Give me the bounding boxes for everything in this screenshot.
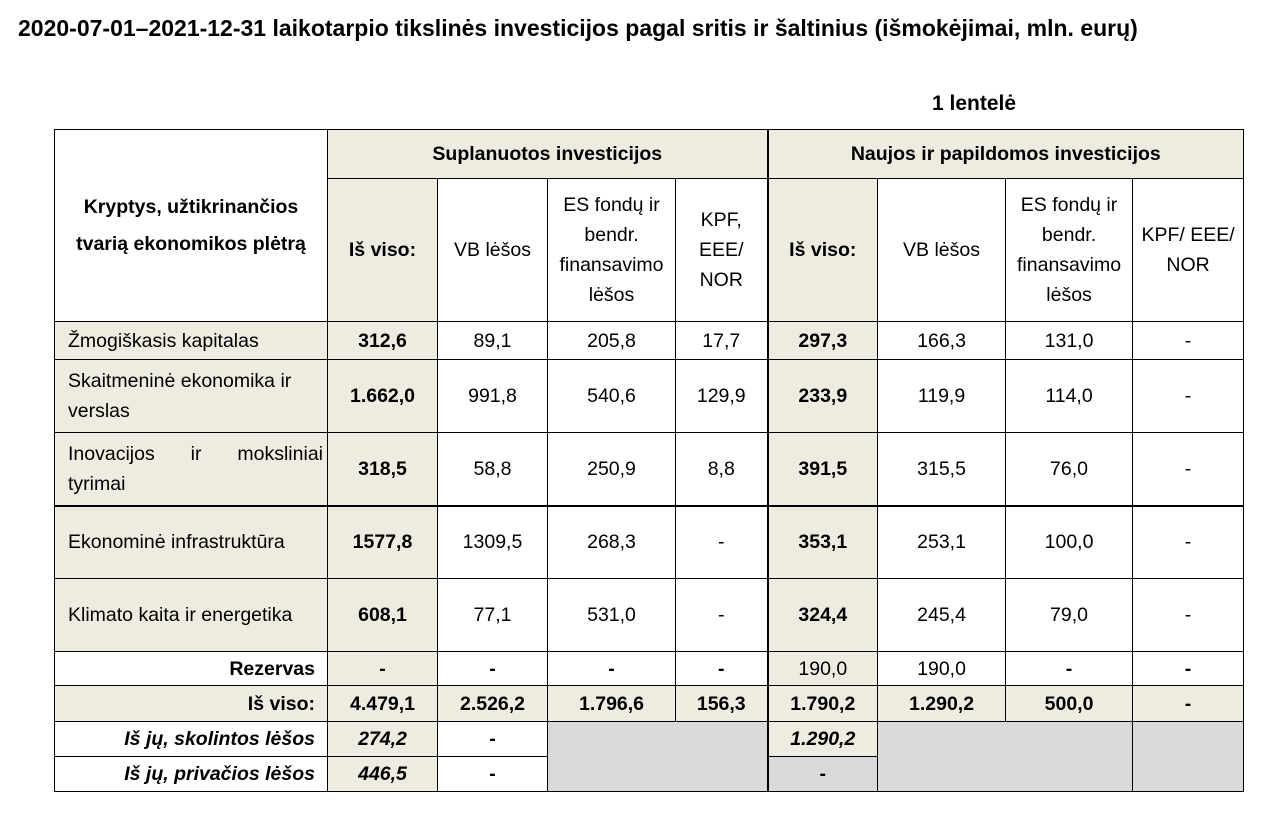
cell: 76,0 <box>1005 432 1134 506</box>
cell: 114,0 <box>1005 359 1134 433</box>
empty-gray-cell <box>1132 721 1245 792</box>
cell: - <box>1132 321 1245 360</box>
table-row: Inovacijos ir moksliniai tyrimai 318,5 58,… <box>54 432 1245 506</box>
cell: 540,6 <box>547 359 676 433</box>
reserve-label: Rezervas <box>54 651 328 686</box>
cell: 312,6 <box>327 321 438 360</box>
cell: 156,3 <box>674 685 769 722</box>
borrowed-label: Iš jų, skolintos lėšos <box>54 721 328 757</box>
cell: - <box>437 756 548 792</box>
cell: - <box>437 721 548 757</box>
cell: 119,9 <box>877 359 1007 433</box>
cell: 324,4 <box>766 578 879 652</box>
row-label: Klimato kaita ir energetika <box>54 578 328 652</box>
cell: - <box>547 651 676 686</box>
cell: 268,3 <box>547 504 676 579</box>
cell: - <box>1132 432 1245 506</box>
cell: - <box>1132 685 1245 722</box>
cell: 4.479,1 <box>327 685 438 722</box>
table-row: Ekonominė infrastruktūra 1577,8 1309,5 268,… <box>54 504 1245 579</box>
cell: 353,1 <box>766 504 879 579</box>
cell: - <box>1005 651 1134 686</box>
col-header: VB lėšos <box>437 178 548 322</box>
cell: 166,3 <box>877 321 1007 360</box>
col-header: Iš viso: <box>766 178 879 322</box>
cell: 608,1 <box>327 578 438 652</box>
table-row: Žmogiškasis kapitalas 312,6 89,1 205,8 17,7 2… <box>54 321 1245 360</box>
col-header: Iš viso: <box>327 178 438 322</box>
cell: 190,0 <box>766 651 879 686</box>
cell: 500,0 <box>1005 685 1134 722</box>
cell: - <box>674 578 769 652</box>
cell: 89,1 <box>437 321 548 360</box>
cell: - <box>327 651 438 686</box>
row-label: Inovacijos ir moksliniai tyrimai <box>54 432 328 506</box>
cell: - <box>766 756 879 792</box>
row-label: Žmogiškasis kapitalas <box>54 321 328 360</box>
cell: - <box>674 651 769 686</box>
empty-gray-cell <box>877 721 1134 792</box>
cell: 205,8 <box>547 321 676 360</box>
cell: 245,4 <box>877 578 1007 652</box>
cell: - <box>1132 578 1245 652</box>
cell: 250,9 <box>547 432 676 506</box>
cell: 58,8 <box>437 432 548 506</box>
cell: - <box>674 504 769 579</box>
cell: 1577,8 <box>327 504 438 579</box>
private-label: Iš jų, privačios lėšos <box>54 756 328 792</box>
cell: 79,0 <box>1005 578 1134 652</box>
cell: - <box>1132 651 1245 686</box>
col-header: KPF, EEE/ NOR <box>674 178 769 322</box>
cell: - <box>437 651 548 686</box>
table-number: 1 lentelė <box>932 92 1017 115</box>
cell: 531,0 <box>547 578 676 652</box>
empty-gray-cell <box>546 721 769 792</box>
row-label: Ekonominė infrastruktūra <box>54 504 328 579</box>
col-header: ES fondų ir bendr. finansavimo lėšos <box>1005 178 1134 322</box>
total-label: Iš viso: <box>54 685 328 722</box>
col-header: KPF/ EEE/ NOR <box>1132 178 1245 322</box>
cell: 1.662,0 <box>327 359 438 433</box>
cell: 129,9 <box>674 359 769 433</box>
cell: - <box>1132 504 1245 579</box>
row-label: Skaitmeninė ekonomika ir verslas <box>54 359 328 433</box>
cell: 1309,5 <box>437 504 548 579</box>
cell: 17,7 <box>674 321 769 360</box>
cell: 391,5 <box>766 432 879 506</box>
cell: 297,3 <box>766 321 879 360</box>
cell: 190,0 <box>877 651 1007 686</box>
table-row: Klimato kaita ir energetika 608,1 77,1 531,… <box>54 578 1245 652</box>
cell: 77,1 <box>437 578 548 652</box>
document-title: 2020-07-01–2021-12-31 laikotarpio tiksli… <box>18 15 1138 41</box>
table-row: Skaitmeninė ekonomika ir verslas 1.662,0 9… <box>54 359 1245 433</box>
cell: 253,1 <box>877 504 1007 579</box>
col-header: ES fondų ir bendr. finansavimo lėšos <box>547 178 676 322</box>
cell: 1.790,2 <box>766 685 879 722</box>
cell: 1.290,2 <box>877 685 1007 722</box>
cell: 8,8 <box>674 432 769 506</box>
cell: 131,0 <box>1005 321 1134 360</box>
cell: 274,2 <box>327 721 438 757</box>
cell: 318,5 <box>327 432 438 506</box>
investment-table: Kryptys, užtikrinančios tvarią ekonomiko… <box>54 129 1245 792</box>
cell: 100,0 <box>1005 504 1134 579</box>
cell: 233,9 <box>766 359 879 433</box>
cell: 991,8 <box>437 359 548 433</box>
group-header-new: Naujos ir papildomos investicijos <box>766 129 1245 179</box>
cell: 1.290,2 <box>766 721 879 757</box>
cell: 1.796,6 <box>547 685 676 722</box>
cell: - <box>1132 359 1245 433</box>
group-header-planned: Suplanuotos investicijos <box>326 129 769 179</box>
row-header-cell: Kryptys, užtikrinančios tvarią ekonomiko… <box>54 129 328 322</box>
cell: 2.526,2 <box>437 685 548 722</box>
cell: 315,5 <box>877 432 1007 506</box>
col-header: VB lėšos <box>877 178 1007 322</box>
cell: 446,5 <box>327 756 438 792</box>
